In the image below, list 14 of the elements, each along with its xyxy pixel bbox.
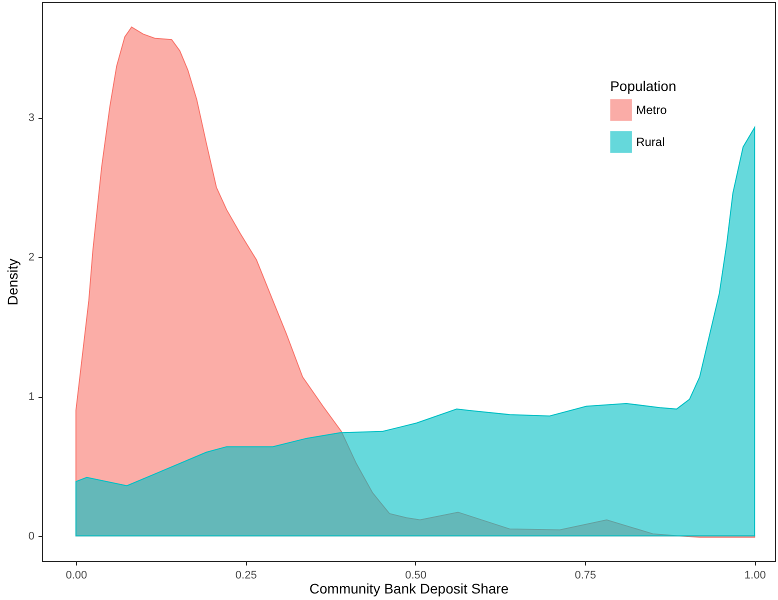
x-tick-label: 0.75 bbox=[574, 570, 596, 582]
y-tick-label: 3 bbox=[28, 112, 34, 124]
legend-label: Rural bbox=[636, 135, 665, 149]
x-tick-label: 0.50 bbox=[405, 570, 426, 582]
y-tick-label: 1 bbox=[28, 391, 34, 404]
x-tick-label: 0.00 bbox=[66, 570, 88, 582]
x-tick-label: 0.25 bbox=[235, 570, 257, 582]
y-tick-label: 2 bbox=[28, 252, 34, 264]
y-axis-title: Density bbox=[4, 258, 20, 306]
x-tick-label: 1.00 bbox=[744, 570, 766, 582]
x-axis-title: Community Bank Deposit Share bbox=[309, 580, 509, 596]
y-tick-label: 0 bbox=[28, 530, 34, 542]
legend-label: Metro bbox=[636, 103, 668, 117]
legend-title: Population bbox=[610, 78, 676, 94]
